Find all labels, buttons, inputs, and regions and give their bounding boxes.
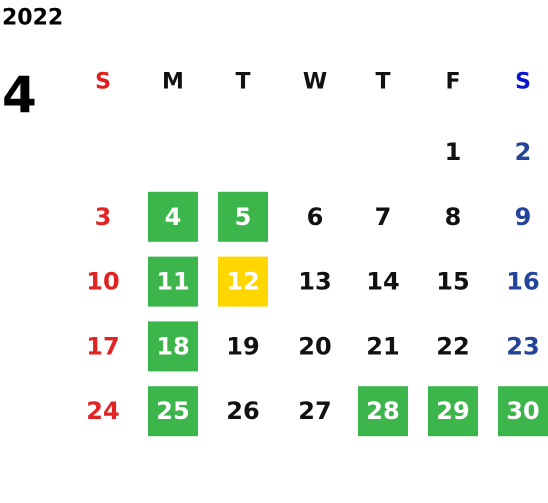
day: 5 [235, 203, 252, 231]
weekday-label: M [162, 70, 184, 95]
day: 10 [86, 268, 119, 296]
day: 19 [226, 332, 259, 360]
day: 6 [307, 203, 324, 231]
day: 2 [515, 138, 532, 166]
day: 3 [95, 203, 112, 231]
day: 24 [86, 397, 119, 425]
weekday-label: F [445, 70, 460, 95]
month: 4 [2, 66, 37, 124]
day: 7 [375, 203, 392, 231]
day: 14 [366, 268, 399, 296]
weekday-label: W [303, 70, 327, 95]
day: 20 [298, 332, 331, 360]
day: 4 [165, 203, 182, 231]
day: 27 [298, 397, 331, 425]
weekday-label: T [235, 70, 250, 95]
day: 17 [86, 332, 119, 360]
day: 28 [366, 397, 399, 425]
day-highlight [148, 191, 198, 242]
day: 11 [156, 268, 189, 296]
day-highlight [428, 386, 478, 437]
day: 30 [506, 397, 539, 425]
day-highlight [148, 321, 198, 372]
day-highlight [148, 256, 198, 307]
day: 13 [298, 268, 331, 296]
day-highlight [218, 256, 268, 307]
year: 2022 [2, 6, 63, 31]
day: 22 [436, 332, 469, 360]
weekday-label: S [95, 70, 111, 95]
day-highlight [218, 191, 268, 242]
day: 12 [226, 268, 259, 296]
day: 1 [445, 138, 462, 166]
day: 23 [506, 332, 539, 360]
day: 21 [366, 332, 399, 360]
weekday-label: S [515, 70, 531, 95]
day: 8 [445, 203, 462, 231]
day: 29 [436, 397, 469, 425]
day-highlight [358, 386, 408, 437]
day-highlight [498, 386, 548, 437]
day-highlight [148, 386, 198, 437]
day: 18 [156, 332, 189, 360]
day: 16 [506, 268, 539, 296]
day: 26 [226, 397, 259, 425]
day: 15 [436, 268, 469, 296]
weekday-label: T [375, 70, 390, 95]
day: 9 [515, 203, 532, 231]
day: 25 [156, 397, 189, 425]
